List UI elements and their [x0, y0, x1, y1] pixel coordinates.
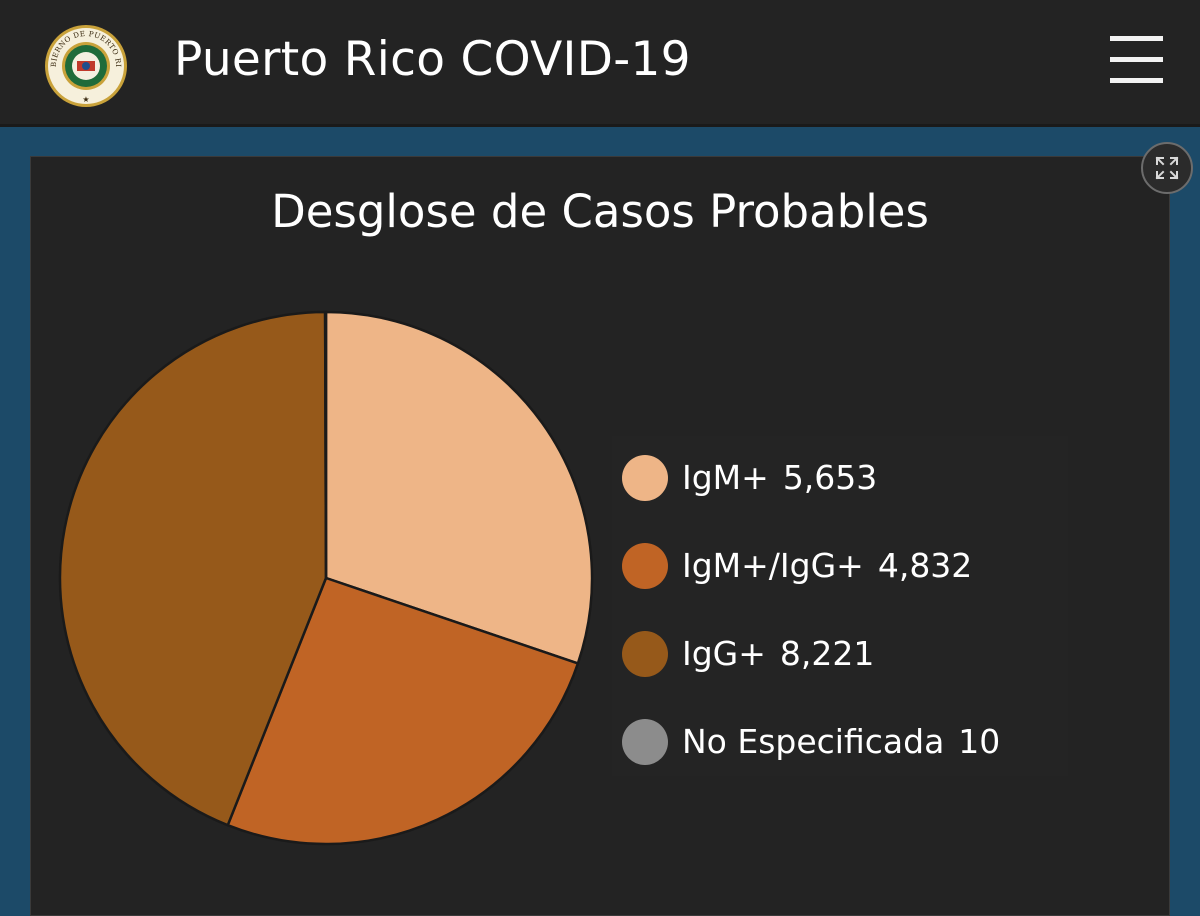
legend-item-igm[interactable]: IgM+ 5,653 [622, 452, 877, 504]
chart-legend: IgM+ 5,653 IgM+/IgG+ 4,832 IgG+ 8,221 No… [612, 436, 1068, 776]
pie-slice-igg[interactable] [58, 310, 328, 827]
legend-label-igm: IgM+ [682, 458, 769, 497]
legend-item-igm-igg[interactable]: IgM+/IgG+ 4,832 [622, 540, 972, 592]
legend-value-igm-igg: 4,832 [877, 546, 973, 585]
hamburger-menu-icon[interactable] [1100, 30, 1172, 88]
pie-chart [58, 310, 594, 846]
legend-label-igg: IgG+ [682, 634, 766, 673]
svg-text:★: ★ [82, 95, 89, 104]
app-header: GOBIERNO DE PUERTO RICO ★ Puerto Rico CO… [0, 0, 1200, 127]
app-title: Puerto Rico COVID-19 [174, 32, 691, 87]
legend-swatch-igm-igg [622, 543, 668, 589]
legend-label-igm-igg: IgM+/IgG+ [682, 546, 864, 585]
pie-slice-igm-igg[interactable] [226, 576, 580, 846]
legend-value-igm: 5,653 [782, 458, 878, 497]
expand-icon[interactable] [1141, 142, 1193, 194]
pie-slice-no-especificada[interactable] [323, 310, 328, 580]
legend-swatch-igg [622, 631, 668, 677]
legend-value-no-especificada: 10 [958, 722, 1001, 761]
legend-swatch-igm [622, 455, 668, 501]
legend-label-no-especificada: No Especificada [682, 722, 945, 761]
pie-slice-igm[interactable] [324, 310, 594, 665]
chart-title: Desglose de Casos Probables [271, 185, 929, 238]
legend-item-igg[interactable]: IgG+ 8,221 [622, 628, 874, 680]
government-seal-logo: GOBIERNO DE PUERTO RICO ★ [44, 24, 127, 107]
legend-value-igg: 8,221 [779, 634, 875, 673]
legend-item-no-especificada[interactable]: No Especificada 10 [622, 716, 1000, 768]
legend-swatch-no-especificada [622, 719, 668, 765]
